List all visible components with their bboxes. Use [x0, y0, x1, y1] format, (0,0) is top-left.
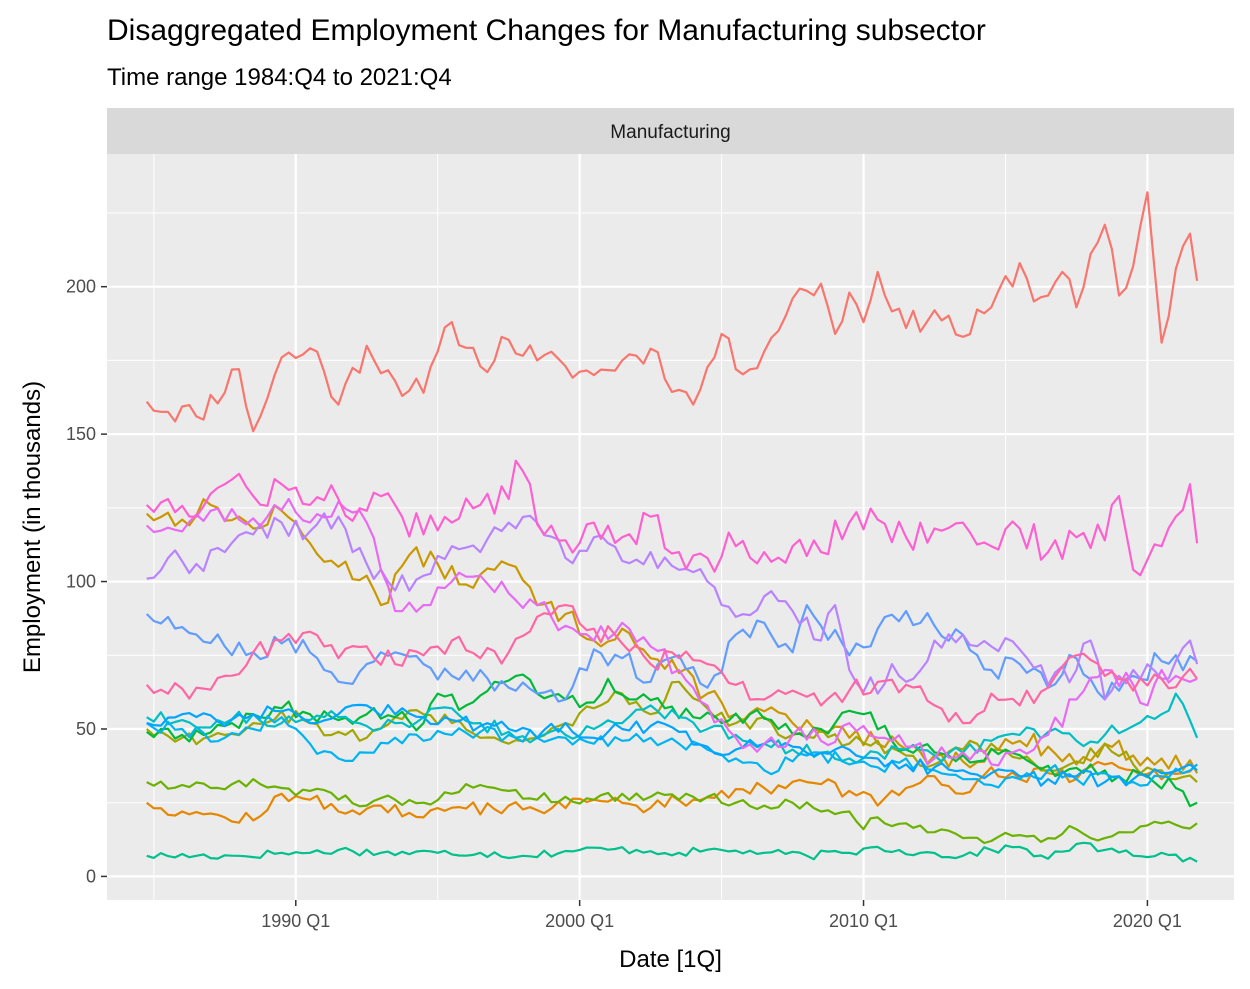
series-line-5: [146, 777, 1198, 845]
chart-title: Disaggregated Employment Changes for Man…: [107, 14, 986, 47]
series-line-15: [145, 603, 1198, 725]
series-layer: [145, 191, 1199, 863]
series-line-2: [146, 760, 1198, 824]
chart-subtitle: Time range 1984:Q4 to 2021:Q4: [107, 64, 452, 91]
series-line-7: [146, 841, 1198, 863]
y-axis-title: Employment (in thousands): [19, 381, 46, 673]
x-tick-label: 2020 Q1: [1113, 911, 1182, 931]
x-axis: 1990 Q1 2000 Q1 2010 Q1 2020 Q1: [261, 900, 1182, 931]
series-line-14: [145, 459, 1199, 577]
x-axis-title: Date [1Q]: [619, 946, 722, 973]
series-line-3: [145, 498, 1199, 774]
y-axis: 0 50 100 150 200: [66, 277, 107, 886]
x-tick-label: 2010 Q1: [829, 911, 898, 931]
facet-strip: [107, 108, 1234, 154]
y-tick-label: 100: [66, 572, 96, 592]
x-tick-label: 2000 Q1: [545, 911, 614, 931]
facet-label: Manufacturing: [610, 122, 730, 143]
series-line-6: [146, 673, 1198, 808]
series-line-8: [146, 692, 1199, 764]
y-tick-label: 50: [76, 719, 96, 739]
y-tick-label: 200: [66, 277, 96, 297]
series-line-13: [145, 497, 1198, 767]
series-line-10: [146, 703, 1198, 788]
series-line-1: [145, 191, 1199, 433]
series-line-11: [145, 603, 1198, 703]
plot-panel: [107, 154, 1234, 900]
y-tick-label: 0: [86, 866, 96, 886]
x-tick-label: 1990 Q1: [261, 911, 330, 931]
y-tick-label: 150: [66, 424, 96, 444]
